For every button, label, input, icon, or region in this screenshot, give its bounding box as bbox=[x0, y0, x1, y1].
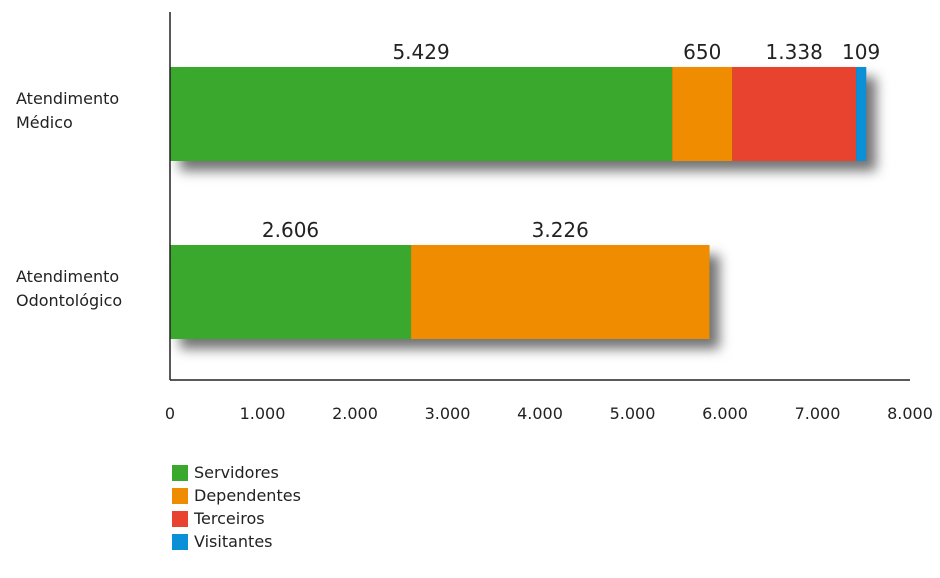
legend-item: Terceiros bbox=[172, 507, 301, 530]
data-label: 109 bbox=[842, 40, 880, 64]
legend-label: Terceiros bbox=[194, 509, 265, 528]
bar-segment-dependentes bbox=[672, 67, 733, 161]
stacked-bar-chart: 5.429 650 1.338 109 2.606 3.226 0 1.000 2.000 3.… bbox=[16, 12, 933, 423]
legend: Servidores Dependentes Terceiros Visitantes bbox=[172, 461, 301, 553]
category-label: Médico bbox=[16, 113, 73, 132]
data-label: 2.606 bbox=[262, 218, 319, 242]
legend-label: Visitantes bbox=[194, 532, 273, 551]
data-label: 1.338 bbox=[766, 40, 823, 64]
category-label: Odontológico bbox=[16, 291, 122, 310]
x-tick-label: 0 bbox=[165, 404, 175, 423]
category-label: Atendimento bbox=[16, 89, 119, 108]
legend-item: Servidores bbox=[172, 461, 301, 484]
bar-segment-visitantes bbox=[856, 67, 867, 161]
x-tick-label: 8.000 bbox=[887, 404, 933, 423]
bar-segment-servidores bbox=[170, 67, 673, 161]
bar-segment-terceiros bbox=[732, 67, 857, 161]
legend-swatch bbox=[172, 487, 188, 504]
x-tick-label: 6.000 bbox=[702, 404, 748, 423]
legend-label: Servidores bbox=[194, 463, 279, 482]
x-tick-label: 3.000 bbox=[425, 404, 471, 423]
legend-item: Dependentes bbox=[172, 484, 301, 507]
legend-item: Visitantes bbox=[172, 530, 301, 553]
bar-segment-servidores bbox=[170, 245, 412, 339]
legend-swatch bbox=[172, 533, 188, 550]
bar-segment-dependentes bbox=[411, 245, 710, 339]
legend-swatch bbox=[172, 464, 188, 481]
legend-swatch bbox=[172, 510, 188, 527]
data-label: 3.226 bbox=[532, 218, 589, 242]
x-tick-label: 5.000 bbox=[610, 404, 656, 423]
x-tick-label: 4.000 bbox=[517, 404, 563, 423]
data-label: 5.429 bbox=[392, 40, 449, 64]
x-tick-label: 7.000 bbox=[795, 404, 841, 423]
legend-label: Dependentes bbox=[194, 486, 301, 505]
x-tick-label: 2.000 bbox=[332, 404, 378, 423]
category-label: Atendimento bbox=[16, 267, 119, 286]
x-tick-label: 1.000 bbox=[240, 404, 286, 423]
data-label: 650 bbox=[683, 40, 721, 64]
